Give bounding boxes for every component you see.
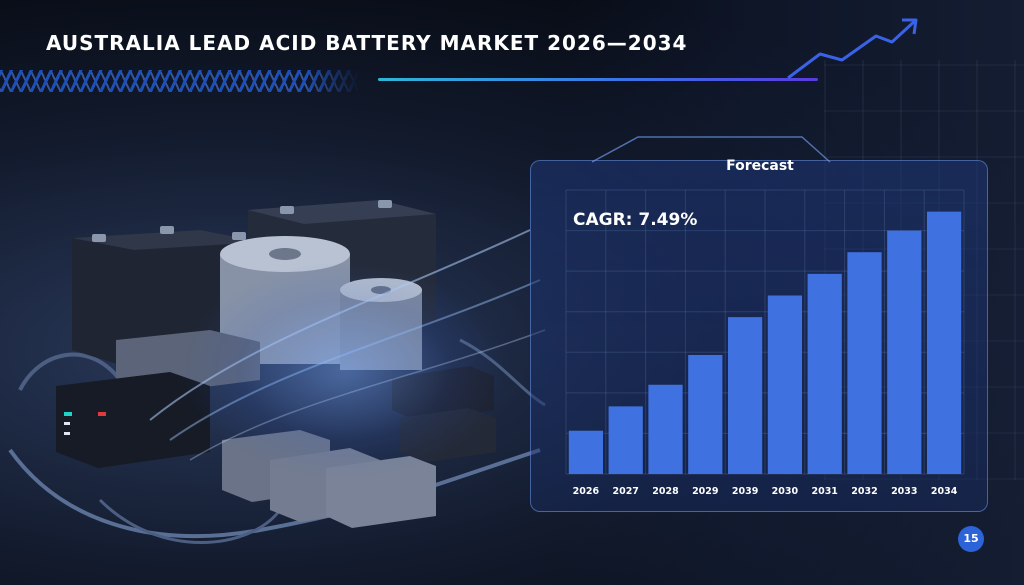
- bar-chart: 2026 2027 2028 2029 2039 2030 2031 2032 2033 2034: [565, 189, 965, 497]
- page-number-badge: 15: [958, 526, 984, 552]
- x-tick-label: 2028: [652, 486, 679, 497]
- bar-2034: [926, 211, 962, 474]
- bar-2032: [847, 252, 882, 474]
- x-tick-label: 2039: [732, 486, 758, 497]
- bar-2027: [608, 406, 643, 474]
- x-tick-label: 2029: [692, 486, 718, 497]
- decorative-chevron-band: [0, 70, 360, 92]
- title-underline: [378, 78, 818, 81]
- x-tick-label: 2031: [811, 486, 837, 497]
- x-tick-label: 2032: [851, 486, 877, 497]
- bar-2030: [767, 295, 803, 474]
- x-tick-label: 2033: [891, 486, 917, 497]
- chart-title: Forecast: [726, 158, 794, 174]
- bar-2026: [568, 430, 604, 474]
- bar-2039: [727, 317, 763, 474]
- bar-2033: [887, 230, 922, 474]
- cagr-label: CAGR: 7.49%: [573, 210, 698, 230]
- x-tick-label: 2030: [772, 486, 799, 497]
- bar-2031: [807, 273, 842, 474]
- x-tick-label: 2034: [931, 486, 958, 497]
- energy-glow: [180, 260, 510, 480]
- bar-2029: [688, 354, 723, 474]
- trend-arrow-icon: [787, 18, 918, 80]
- battery-illustration: [0, 190, 560, 570]
- x-tick-label: 2026: [573, 486, 600, 497]
- page-title: AUSTRALIA LEAD ACID BATTERY MARKET 2026—…: [46, 31, 688, 55]
- bar-2028: [648, 384, 683, 474]
- lead-acid-batteries-and-cables-icon: [8, 200, 546, 544]
- panel-tab-outline: [592, 136, 831, 163]
- x-tick-label: 2027: [612, 486, 638, 497]
